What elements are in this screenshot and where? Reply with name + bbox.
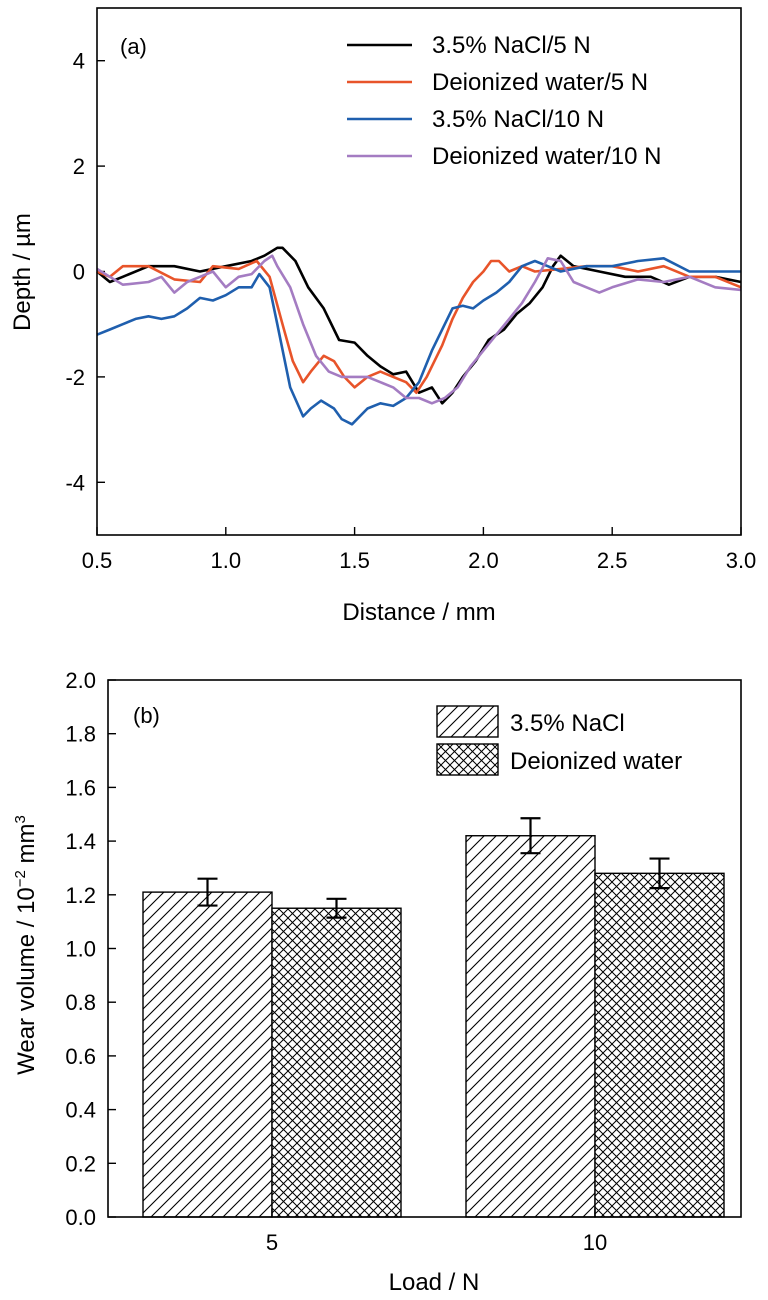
y-tick-label: 1.4	[65, 829, 96, 854]
error-bar-nacl-10	[520, 817, 541, 855]
error-bar-nacl-5	[197, 877, 218, 907]
y-tick-label: 0.8	[65, 990, 96, 1015]
y-tick-label: 0.0	[65, 1205, 96, 1230]
y-tick-label: 0.4	[65, 1098, 96, 1123]
depth-profile-legend: 3.5% NaCl/5 N Deionized water/5 N 3.5% NaC…	[347, 32, 661, 170]
legend-label-3: 3.5% NaCl/10 N	[432, 106, 604, 133]
x-tick-label: 3.0	[726, 548, 757, 573]
wear-volume-bars	[142, 817, 725, 1218]
x-tick-label: 1.0	[211, 548, 242, 573]
y-tick-label: 2.0	[65, 668, 96, 693]
x-tick-label: 0.5	[82, 548, 113, 573]
ylabel-exponent: −2	[12, 870, 29, 887]
ylabel-unit-exponent: 3	[12, 815, 29, 823]
x-tick-label: 5	[266, 1230, 278, 1255]
y-tick-label: 0.2	[65, 1151, 96, 1176]
y-tick-label: 4	[73, 49, 85, 74]
wear-volume-plot-frame	[107, 679, 742, 1218]
wear-volume-y-axis-title: Wear volume / 10−2 mm3	[12, 815, 40, 1075]
ylabel-main: Wear volume / 10	[13, 887, 40, 1075]
legend-label-2: Deionized water/5 N	[432, 69, 648, 96]
legend-label-4: Deionized water/10 N	[432, 143, 661, 170]
ylabel-unit: mm	[13, 823, 40, 870]
series-line-4	[96, 254, 742, 405]
x-tick-label: 2.5	[597, 548, 628, 573]
panel-a-label: (a)	[120, 34, 147, 59]
x-tick-label: 1.5	[339, 548, 370, 573]
y-tick-label: -2	[65, 365, 85, 390]
legend-swatch-1	[436, 705, 499, 738]
depth-profile-series	[96, 246, 742, 426]
error-bar-water-10	[649, 857, 670, 890]
depth-profile-plot-frame	[96, 7, 742, 536]
error-bar-water-5	[326, 897, 347, 919]
legend-label-1: 3.5% NaCl	[510, 710, 625, 737]
panel-b-label: (b)	[133, 703, 160, 728]
y-tick-label: 2	[73, 154, 85, 179]
y-tick-label: 0	[73, 260, 85, 285]
depth-profile-ticks: 0.5 1.0 1.5 2.0 2.5 3.0 4 2 0 -2 -4	[65, 49, 756, 573]
legend-label-1: 3.5% NaCl/5 N	[432, 32, 591, 59]
depth-profile-x-axis-title: Distance / mm	[342, 599, 495, 626]
y-tick-label: 1.0	[65, 937, 96, 962]
wear-volume-x-axis-title: Load / N	[389, 1269, 480, 1296]
wear-volume-legend: 3.5% NaCl Deionized water	[436, 705, 682, 776]
series-line-3	[96, 256, 741, 426]
y-tick-label: -4	[65, 470, 85, 495]
bar-water-10	[594, 872, 725, 1218]
legend-label-2: Deionized water	[510, 748, 682, 775]
y-tick-label: 1.8	[65, 722, 96, 747]
y-tick-label: 1.2	[65, 883, 96, 908]
bar-water-5	[271, 907, 402, 1218]
bar-nacl-10	[465, 835, 596, 1218]
y-tick-label: 1.6	[65, 775, 96, 800]
legend-swatch-2	[436, 743, 499, 776]
wear-volume-ticks: 0.0 0.2 0.4 0.6 0.8 1.0 1.2 1.4 1.6 1.8 2.0 5 10	[65, 668, 607, 1255]
x-tick-label: 2.0	[468, 548, 499, 573]
y-tick-label: 0.6	[65, 1044, 96, 1069]
depth-profile-y-axis-title: Depth / µm	[9, 213, 36, 331]
depth-profile-chart: 0.5 1.0 1.5 2.0 2.5 3.0 4 2 0 -2 -4 (a) 3.5% NaCl/…	[9, 7, 756, 626]
bar-nacl-5	[142, 891, 273, 1218]
wear-volume-chart: 0.0 0.2 0.4 0.6 0.8 1.0 1.2 1.4 1.6 1.8 2.0 5 10 (b)…	[12, 668, 742, 1296]
x-tick-label: 10	[583, 1230, 607, 1255]
